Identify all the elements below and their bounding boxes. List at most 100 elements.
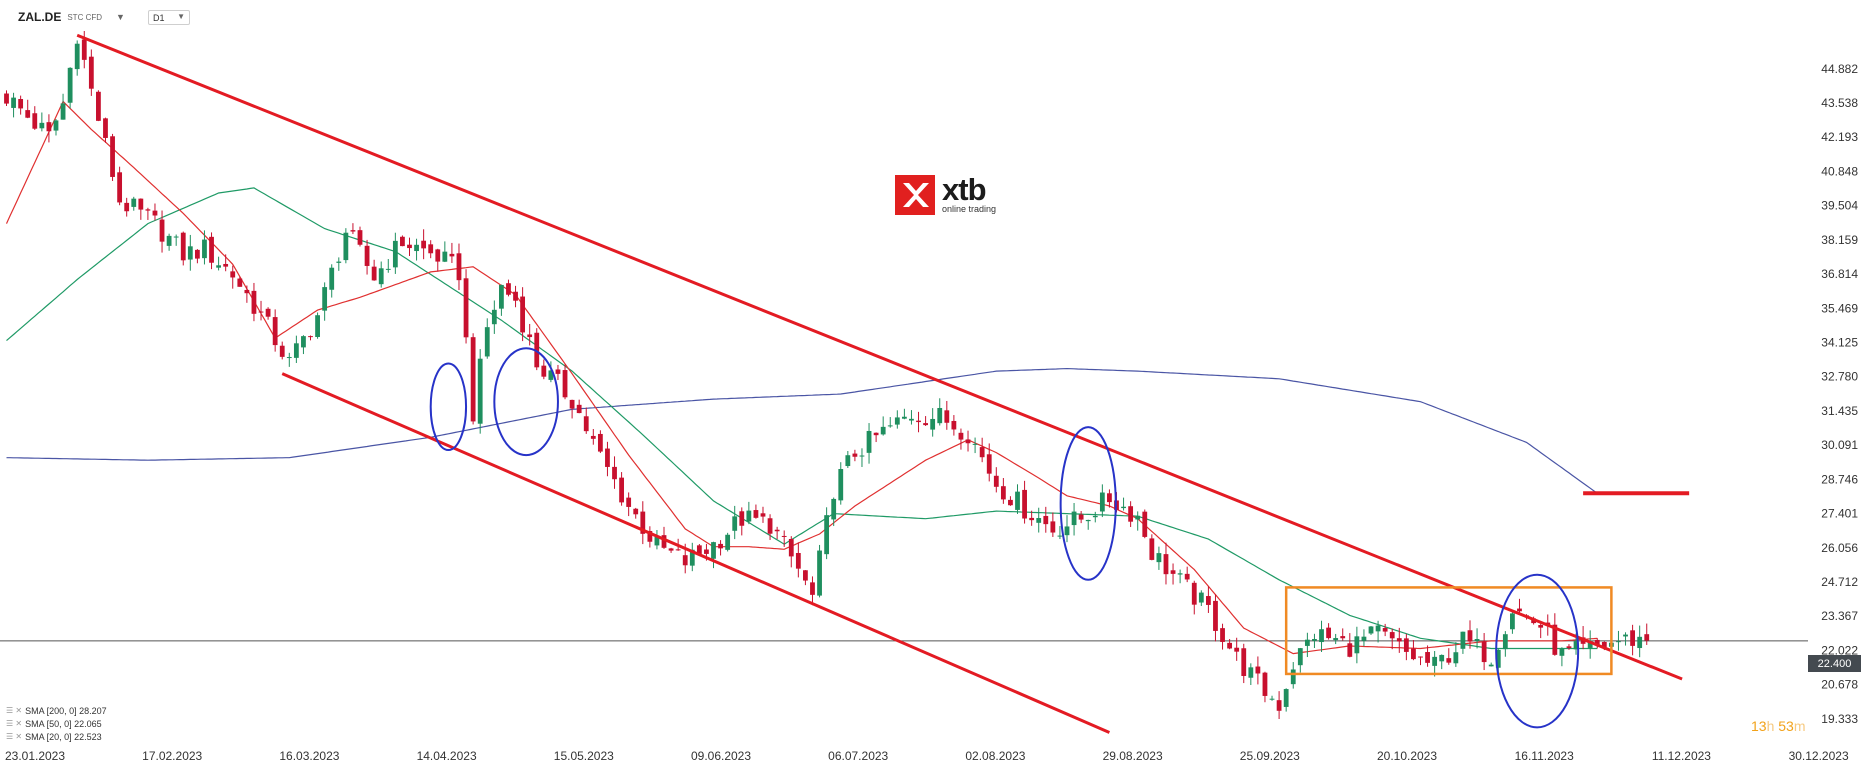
indicator-settings-icon[interactable]: ☰ ✕ bbox=[6, 706, 23, 715]
candle-body bbox=[612, 466, 617, 480]
candle-body bbox=[88, 56, 94, 89]
candle-body bbox=[265, 308, 271, 317]
candle-body bbox=[258, 311, 264, 313]
candle-body bbox=[357, 230, 363, 245]
candle-body bbox=[1255, 666, 1261, 674]
sma20-line bbox=[5, 100, 1598, 655]
indicator-row[interactable]: ☰ ✕ SMA [20, 0] 22.523 bbox=[6, 730, 107, 743]
candle-body bbox=[576, 404, 582, 414]
candle-body bbox=[569, 399, 575, 409]
x-tick-label: 17.02.2023 bbox=[142, 749, 202, 763]
candle-body bbox=[117, 172, 123, 203]
candle-body bbox=[873, 432, 879, 436]
y-tick-label: 22.022 bbox=[1821, 643, 1858, 657]
candle-body bbox=[194, 249, 200, 259]
candle-body bbox=[937, 407, 943, 424]
candle-body bbox=[4, 93, 9, 104]
y-tick-label: 24.712 bbox=[1821, 575, 1858, 589]
timeframe-select[interactable]: D1 ▼ bbox=[148, 10, 190, 25]
candle-body bbox=[1283, 689, 1289, 707]
candle-body bbox=[1092, 515, 1098, 518]
consolidation-box bbox=[1284, 586, 1613, 676]
candle-body bbox=[527, 334, 533, 338]
candle-body bbox=[11, 97, 16, 108]
candle-body bbox=[1198, 592, 1204, 603]
candle-body bbox=[597, 433, 603, 452]
indicator-settings-icon[interactable]: ☰ ✕ bbox=[6, 719, 23, 728]
candle-body bbox=[378, 268, 384, 285]
y-tick-label: 26.056 bbox=[1821, 541, 1858, 555]
candle-body bbox=[640, 511, 646, 534]
indicator-settings-icon[interactable]: ☰ ✕ bbox=[6, 732, 23, 741]
candle-body bbox=[1290, 669, 1296, 685]
candle-body bbox=[1036, 518, 1042, 523]
symbol-type: STC CFD bbox=[67, 12, 103, 22]
x-tick-label: 23.01.2023 bbox=[5, 749, 65, 763]
candle-body bbox=[484, 327, 490, 357]
x-tick-label: 29.08.2023 bbox=[1103, 749, 1163, 763]
candle-body bbox=[838, 469, 844, 501]
x-tick-label: 06.07.2023 bbox=[828, 749, 888, 763]
candle-body bbox=[1269, 698, 1275, 700]
candle-body bbox=[1149, 538, 1155, 560]
candle-body bbox=[456, 253, 462, 281]
candle-body bbox=[958, 432, 964, 440]
candle-body bbox=[336, 261, 342, 263]
candle-body bbox=[590, 435, 596, 439]
candle-body bbox=[753, 510, 759, 518]
candle-body bbox=[1637, 636, 1643, 649]
y-tick-label: 35.469 bbox=[1821, 301, 1858, 315]
candle-body bbox=[1142, 511, 1148, 537]
candle-body bbox=[1121, 506, 1126, 509]
x-tick-label: 15.05.2023 bbox=[554, 749, 614, 763]
candle-body bbox=[1085, 519, 1091, 522]
candle-body bbox=[1008, 499, 1013, 506]
candle-body bbox=[930, 418, 936, 430]
candle-body bbox=[619, 477, 624, 503]
candle-body bbox=[704, 549, 709, 554]
candle-body bbox=[1495, 649, 1501, 668]
candle-body bbox=[1361, 636, 1367, 641]
indicator-row[interactable]: ☰ ✕ SMA [50, 0] 22.065 bbox=[6, 717, 107, 730]
candle-body bbox=[286, 357, 292, 359]
candle-body bbox=[1559, 648, 1565, 656]
x-tick-label: 30.12.2023 bbox=[1789, 749, 1849, 763]
y-tick-label: 32.780 bbox=[1821, 370, 1858, 384]
candle-body bbox=[173, 236, 179, 238]
candle-body bbox=[909, 418, 914, 421]
candle-body bbox=[315, 315, 320, 337]
candle-body bbox=[385, 268, 391, 270]
candle-body bbox=[1206, 596, 1211, 605]
candle-body bbox=[463, 278, 469, 338]
candle-body bbox=[1587, 640, 1593, 648]
candle-body bbox=[1213, 600, 1218, 631]
candle-body bbox=[1297, 648, 1303, 666]
indicator-label: SMA [20, 0] 22.523 bbox=[25, 731, 102, 742]
y-tick-label: 40.848 bbox=[1821, 164, 1858, 178]
candle-body bbox=[1057, 535, 1063, 537]
symbol-header[interactable]: ZAL.DE STC CFD ▼ bbox=[18, 10, 125, 24]
x-tick-label: 16.03.2023 bbox=[279, 749, 339, 763]
x-tick-label: 25.09.2023 bbox=[1240, 749, 1300, 763]
candle-body bbox=[230, 271, 236, 278]
candle-body bbox=[124, 202, 130, 212]
candle-body bbox=[1375, 625, 1381, 632]
channel-lower-line bbox=[281, 372, 1111, 734]
candle-body bbox=[788, 538, 794, 557]
candle-body bbox=[1333, 638, 1339, 641]
candle-body bbox=[654, 536, 660, 546]
candle-body bbox=[67, 67, 73, 103]
candle-body bbox=[414, 244, 419, 252]
candle-body bbox=[1616, 641, 1621, 643]
indicator-row[interactable]: ☰ ✕ SMA [200, 0] 28.207 bbox=[6, 704, 107, 717]
symbol-name[interactable]: ZAL.DE bbox=[18, 10, 62, 24]
candle-body bbox=[880, 426, 886, 435]
candle-body bbox=[746, 510, 752, 522]
x-tick-label: 09.06.2023 bbox=[691, 749, 751, 763]
candle-body bbox=[60, 103, 66, 120]
chevron-down-icon[interactable]: ▼ bbox=[116, 12, 125, 22]
candle-body bbox=[32, 113, 38, 129]
y-tick-label: 42.193 bbox=[1821, 130, 1858, 144]
candle-body bbox=[739, 511, 745, 526]
